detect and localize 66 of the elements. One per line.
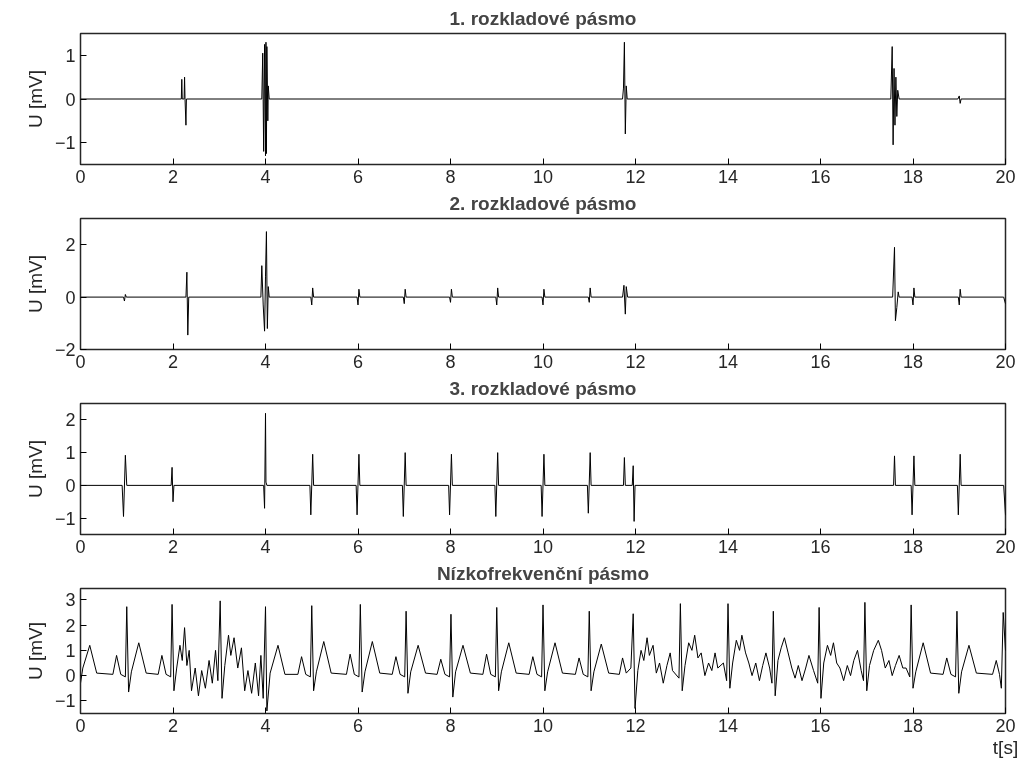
x-tick-label: 6 bbox=[352, 536, 364, 557]
y-tick-label: 0 bbox=[65, 666, 76, 687]
x-tick-label: 14 bbox=[717, 351, 739, 372]
x-tick-label: 12 bbox=[625, 351, 646, 372]
x-tick-label: 14 bbox=[717, 536, 739, 557]
x-axis-title: t[s] bbox=[992, 736, 1019, 758]
y-axis-title: U [mV] bbox=[24, 439, 46, 499]
x-tick-label: 10 bbox=[532, 351, 554, 372]
x-tick-label: 8 bbox=[445, 166, 456, 187]
x-tick-label: 2 bbox=[167, 536, 179, 557]
x-tick-label: 10 bbox=[532, 715, 554, 736]
x-tick-label: 4 bbox=[260, 351, 271, 372]
y-axis-title: U [mV] bbox=[24, 69, 46, 129]
x-tick-label: 12 bbox=[625, 166, 646, 187]
y-axis-title: U [mV] bbox=[24, 621, 46, 681]
x-tick-label: 6 bbox=[352, 715, 364, 736]
x-tick-label: 20 bbox=[995, 351, 1016, 372]
x-tick-label: 6 bbox=[352, 166, 364, 187]
chart-title: 3. rozkladové pásmo bbox=[449, 377, 637, 399]
x-tick-label: 12 bbox=[625, 715, 646, 736]
x-tick-label: 12 bbox=[625, 536, 646, 557]
x-tick-label: 16 bbox=[810, 715, 831, 736]
x-tick-label: 4 bbox=[260, 715, 271, 736]
y-tick-label: 0 bbox=[65, 89, 76, 110]
x-tick-label: 8 bbox=[445, 536, 456, 557]
x-tick-label: 20 bbox=[995, 536, 1016, 557]
x-tick-label: 16 bbox=[810, 536, 831, 557]
y-tick-label: −1 bbox=[54, 133, 76, 154]
x-tick-label: 14 bbox=[717, 715, 739, 736]
y-tick-label: 2 bbox=[65, 410, 76, 431]
y-tick-label: −2 bbox=[54, 340, 76, 360]
line-series bbox=[80, 41, 1006, 157]
y-tick-label: 1 bbox=[65, 640, 76, 661]
line-series bbox=[80, 600, 1006, 712]
x-tick-label: 8 bbox=[445, 715, 456, 736]
x-tick-label: 14 bbox=[717, 166, 739, 187]
x-tick-label: 18 bbox=[902, 536, 924, 557]
x-tick-label: 10 bbox=[532, 166, 554, 187]
x-tick-label: 20 bbox=[995, 715, 1016, 736]
x-tick-label: 4 bbox=[260, 536, 271, 557]
x-tick-label: 20 bbox=[995, 166, 1016, 187]
y-tick-label: 0 bbox=[65, 287, 76, 308]
y-tick-label: 1 bbox=[65, 45, 76, 66]
y-tick-label: 2 bbox=[65, 615, 76, 636]
y-tick-label: 3 bbox=[65, 590, 76, 611]
chart-title: 2. rozkladové pásmo bbox=[449, 192, 637, 214]
x-tick-label: 2 bbox=[167, 715, 179, 736]
x-tick-label: 2 bbox=[167, 166, 179, 187]
x-tick-label: 16 bbox=[810, 351, 831, 372]
x-tick-label: 8 bbox=[445, 351, 456, 372]
x-tick-label: 16 bbox=[810, 166, 831, 187]
x-tick-label: 18 bbox=[902, 166, 924, 187]
chart-title: Nízkofrekvenční pásmo bbox=[436, 562, 650, 584]
x-tick-label: 4 bbox=[260, 166, 271, 187]
y-tick-label: 1 bbox=[65, 443, 76, 464]
y-tick-label: −1 bbox=[54, 691, 76, 712]
y-tick-label: 2 bbox=[65, 235, 76, 256]
y-tick-label: 0 bbox=[65, 475, 76, 496]
y-axis-title: U [mV] bbox=[24, 254, 46, 314]
x-tick-label: 6 bbox=[352, 351, 364, 372]
x-tick-label: 2 bbox=[167, 351, 179, 372]
x-tick-label: 18 bbox=[902, 351, 924, 372]
x-tick-label: 18 bbox=[902, 715, 924, 736]
chart-title: 1. rozkladové pásmo bbox=[449, 7, 637, 29]
y-tick-label: −1 bbox=[54, 508, 76, 529]
x-tick-label: 10 bbox=[532, 536, 554, 557]
